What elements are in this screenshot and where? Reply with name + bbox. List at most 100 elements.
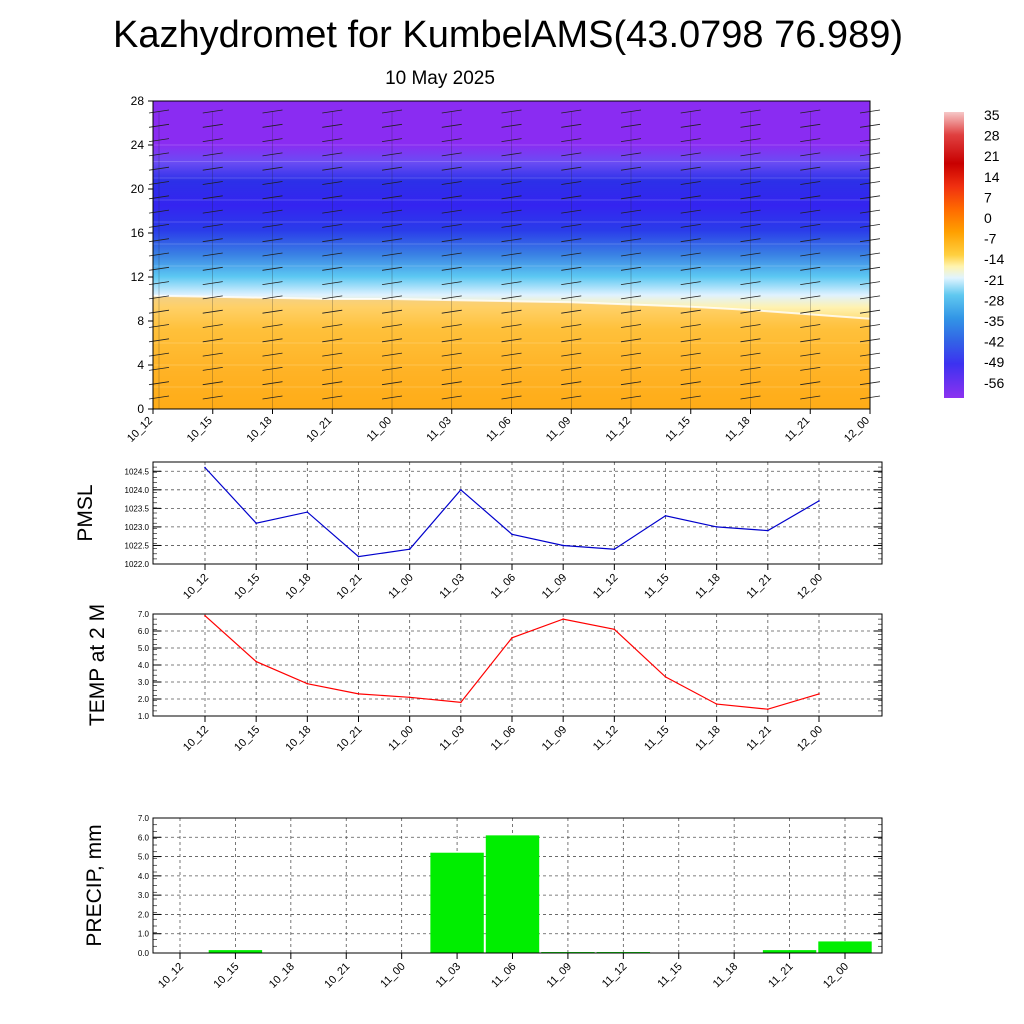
- precip-bar: [818, 941, 872, 953]
- colorbar-label: -49: [984, 354, 1004, 370]
- x-tick-label: 11_21: [783, 415, 813, 445]
- y-tick-label: 6.0: [138, 627, 150, 636]
- y-tick-label: 1022.0: [125, 560, 150, 569]
- y-axis-label: PMSL: [74, 484, 97, 541]
- data-point: [204, 614, 206, 617]
- x-tick-label: 11_00: [386, 572, 416, 602]
- data-point: [306, 682, 309, 685]
- x-tick-label: 10_12: [156, 961, 186, 991]
- data-point: [664, 676, 667, 678]
- x-tick-label: 10_18: [267, 961, 297, 991]
- x-tick-label: 10_21: [322, 961, 352, 991]
- y-tick-label: 16: [131, 226, 145, 240]
- x-tick-label: 10_12: [181, 724, 211, 754]
- data-point: [715, 526, 718, 528]
- colorbar-label: 28: [984, 128, 1000, 144]
- temperature-panel: 1.0 2.0 3.0 4.0 5.0 6.0 7.0 10_12 10_15 10_18 10_2…: [86, 604, 883, 754]
- x-tick-label: 10_18: [245, 415, 275, 445]
- x-tick-label: 10_15: [232, 572, 262, 602]
- x-tick-label: 10_15: [232, 724, 262, 754]
- x-tick-label: 10_21: [304, 415, 334, 445]
- y-tick-label: 1022.5: [125, 541, 150, 550]
- x-tick-label: 11_12: [591, 724, 621, 754]
- x-tick-label: 11_03: [437, 572, 467, 602]
- pmsl-panel: 1022.0 1022.5 1023.0 1023.5 1024.0 1024.5 10_1…: [74, 461, 883, 602]
- data-point: [767, 529, 769, 532]
- x-tick-label: 11_06: [489, 961, 519, 991]
- data-point: [306, 511, 309, 513]
- data-point: [715, 703, 718, 705]
- x-tick-label: 11_06: [489, 724, 519, 754]
- x-tick-label: 11_12: [604, 415, 634, 445]
- data-point: [562, 618, 564, 620]
- colorbar-label: -42: [984, 334, 1004, 350]
- data-point: [818, 500, 820, 502]
- y-tick-label: 4.0: [138, 872, 150, 881]
- precip-bar: [208, 950, 263, 953]
- x-tick-label: 12_00: [795, 724, 825, 754]
- x-tick-label: 11_06: [484, 415, 514, 445]
- x-tick-label: 10_21: [335, 724, 365, 754]
- colorbar: 35 28 21 14 7 0 -7 -14 -21 -28 -35 -42 -49 -56: [944, 107, 1004, 398]
- y-tick-label: 1023.5: [125, 504, 150, 513]
- y-tick-label: 6.0: [138, 833, 150, 842]
- x-tick-label: 10_18: [283, 724, 313, 754]
- data-point: [357, 693, 360, 695]
- x-tick-label: 11_21: [744, 724, 774, 754]
- y-tick-label: 8: [137, 314, 144, 328]
- colorbar-label: -21: [984, 272, 1004, 288]
- y-tick-label: 1.0: [138, 712, 150, 721]
- colorbar-label: 7: [984, 189, 992, 205]
- y-tick-label: 7.0: [138, 610, 150, 619]
- data-point: [460, 489, 462, 491]
- panel-frame: [152, 461, 883, 565]
- data-point: [460, 701, 462, 704]
- data-point: [511, 533, 513, 536]
- x-tick-label: 11_15: [642, 724, 672, 754]
- y-tick-label: 0: [137, 402, 144, 416]
- data-point: [357, 555, 360, 558]
- precip-bar: [430, 852, 484, 953]
- y-tick-label: 2.0: [138, 910, 150, 919]
- y-axis-label: PRECIP, mm: [83, 824, 106, 946]
- data-point: [511, 637, 513, 639]
- x-tick-label: 11_00: [386, 724, 416, 754]
- data-point: [408, 696, 411, 699]
- x-tick-label: 10_21: [335, 572, 365, 602]
- x-tick-label: 10_15: [185, 415, 215, 445]
- x-tick-label: 11_09: [544, 415, 574, 445]
- colorbar-label: 0: [984, 210, 992, 226]
- x-tick-label: 11_03: [424, 415, 454, 445]
- y-tick-label: 1024.0: [125, 486, 150, 495]
- y-tick-label: 4: [137, 358, 144, 372]
- x-tick-label: 11_09: [544, 961, 574, 991]
- x-tick-label: 12_00: [795, 572, 825, 602]
- colorbar-label: -35: [984, 313, 1004, 329]
- panel-frame: [152, 613, 883, 717]
- colorbar-label: -56: [984, 375, 1004, 391]
- y-tick-label: 28: [131, 94, 145, 108]
- data-point: [408, 548, 411, 550]
- x-tick-label: 11_21: [744, 572, 774, 602]
- x-tick-label: 11_09: [540, 572, 570, 602]
- x-tick-label: 12_00: [821, 961, 851, 991]
- colorbar-label: 21: [984, 148, 1000, 164]
- y-tick-label: 3.0: [138, 678, 150, 687]
- data-point: [255, 522, 257, 524]
- data-point: [562, 544, 564, 547]
- colorbar-label: 35: [984, 107, 1000, 123]
- x-tick-label: 11_18: [693, 572, 723, 602]
- y-tick-label: 7.0: [138, 814, 150, 823]
- y-tick-label: 24: [131, 138, 145, 152]
- x-tick-label: 11_06: [489, 572, 519, 602]
- vertical-profile-panel: 0 4 8 12 16 20 24 28 10_12 10_15 10_18 10_21 11_00 11…: [125, 94, 881, 445]
- y-tick-label: 0.0: [138, 949, 150, 958]
- colorbar-label: -14: [984, 251, 1004, 267]
- x-tick-label: 12_00: [842, 415, 872, 445]
- x-tick-label: 11_15: [655, 961, 685, 991]
- x-tick-label: 11_12: [600, 961, 630, 991]
- y-tick-label: 1023.0: [125, 523, 150, 532]
- y-tick-label: 3.0: [138, 891, 150, 900]
- data-point: [204, 466, 206, 469]
- x-tick-label: 11_15: [642, 572, 672, 602]
